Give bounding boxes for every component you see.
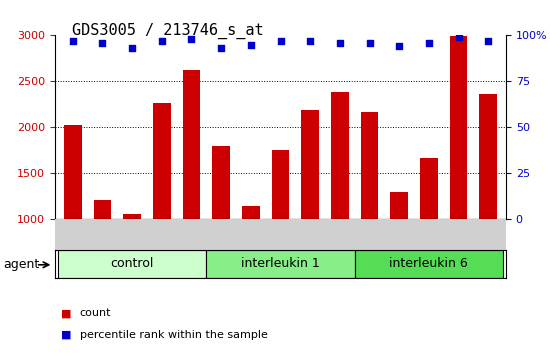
Point <box>454 34 463 40</box>
Point <box>276 38 285 44</box>
Bar <box>355 250 503 278</box>
Point <box>157 38 166 44</box>
Point <box>98 40 107 46</box>
Text: interleukin 6: interleukin 6 <box>389 257 468 270</box>
Bar <box>301 110 319 219</box>
Bar <box>183 70 200 219</box>
Point <box>336 40 344 46</box>
Point <box>306 38 315 44</box>
Point <box>217 45 226 51</box>
Bar <box>479 94 497 219</box>
Bar <box>361 112 378 219</box>
Point <box>246 42 255 47</box>
Bar <box>212 146 230 219</box>
Bar <box>390 192 408 219</box>
Text: count: count <box>80 308 111 318</box>
Bar <box>242 206 260 219</box>
Point <box>187 36 196 42</box>
Text: ■: ■ <box>60 308 71 318</box>
Text: percentile rank within the sample: percentile rank within the sample <box>80 330 268 339</box>
Bar <box>123 214 141 219</box>
Bar <box>206 250 355 278</box>
Bar <box>64 125 82 219</box>
Point <box>68 38 77 44</box>
Point <box>484 38 493 44</box>
Bar <box>272 149 289 219</box>
Text: agent: agent <box>3 258 39 271</box>
Text: GDS3005 / 213746_s_at: GDS3005 / 213746_s_at <box>72 23 263 39</box>
Point <box>365 40 374 46</box>
Text: interleukin 1: interleukin 1 <box>241 257 320 270</box>
Point <box>395 44 404 49</box>
Text: ■: ■ <box>60 330 71 339</box>
Text: control: control <box>111 257 154 270</box>
Bar <box>94 200 111 219</box>
Bar <box>449 36 468 219</box>
Point <box>128 45 136 51</box>
Bar <box>153 103 170 219</box>
Bar <box>420 158 438 219</box>
Point <box>425 40 433 46</box>
Bar <box>58 250 206 278</box>
Bar <box>331 92 349 219</box>
